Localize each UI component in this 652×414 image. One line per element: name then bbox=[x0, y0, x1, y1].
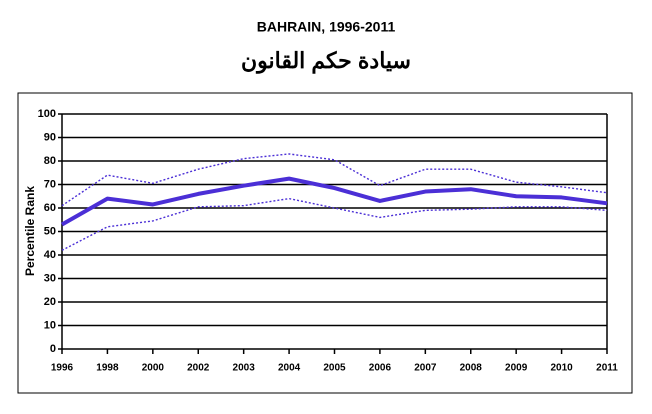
y-tick-label: 20 bbox=[44, 296, 56, 308]
x-tick-label: 1996 bbox=[51, 363, 74, 374]
x-tick-label: 2008 bbox=[460, 363, 483, 374]
x-tick-label: 2000 bbox=[142, 363, 165, 374]
chart-title: BAHRAIN, 1996-2011 bbox=[257, 19, 396, 35]
x-tick-label: 2005 bbox=[323, 363, 346, 374]
y-tick-label: 100 bbox=[38, 108, 56, 120]
chart-subtitle: سيادة حكم القانون bbox=[241, 48, 411, 74]
x-tick-label: 2003 bbox=[233, 363, 256, 374]
y-tick-label: 50 bbox=[44, 225, 56, 237]
y-tick-label: 40 bbox=[44, 249, 56, 261]
x-tick-label: 2002 bbox=[187, 363, 210, 374]
y-tick-label: 70 bbox=[44, 178, 56, 190]
y-axis-label: Percentile Rank bbox=[23, 186, 37, 276]
y-tick-label: 60 bbox=[44, 202, 56, 214]
x-tick-label: 2011 bbox=[596, 363, 618, 374]
y-tick-label: 80 bbox=[44, 155, 56, 167]
x-tick-label: 2009 bbox=[505, 363, 528, 374]
data-line bbox=[61, 176, 608, 227]
chart-frame bbox=[17, 92, 633, 394]
x-tick-label: 2010 bbox=[550, 363, 573, 374]
y-tick-label: 0 bbox=[50, 343, 56, 355]
x-tick-label: 2006 bbox=[369, 363, 392, 374]
x-tick-label: 2007 bbox=[414, 363, 437, 374]
y-tick-label: 10 bbox=[44, 319, 56, 331]
y-tick-label: 30 bbox=[44, 272, 56, 284]
y-tick-label: 90 bbox=[44, 131, 56, 143]
band-line bbox=[61, 197, 608, 251]
band-line bbox=[61, 153, 608, 207]
x-tick-label: 2004 bbox=[278, 363, 301, 374]
x-tick-label: 1998 bbox=[96, 363, 119, 374]
